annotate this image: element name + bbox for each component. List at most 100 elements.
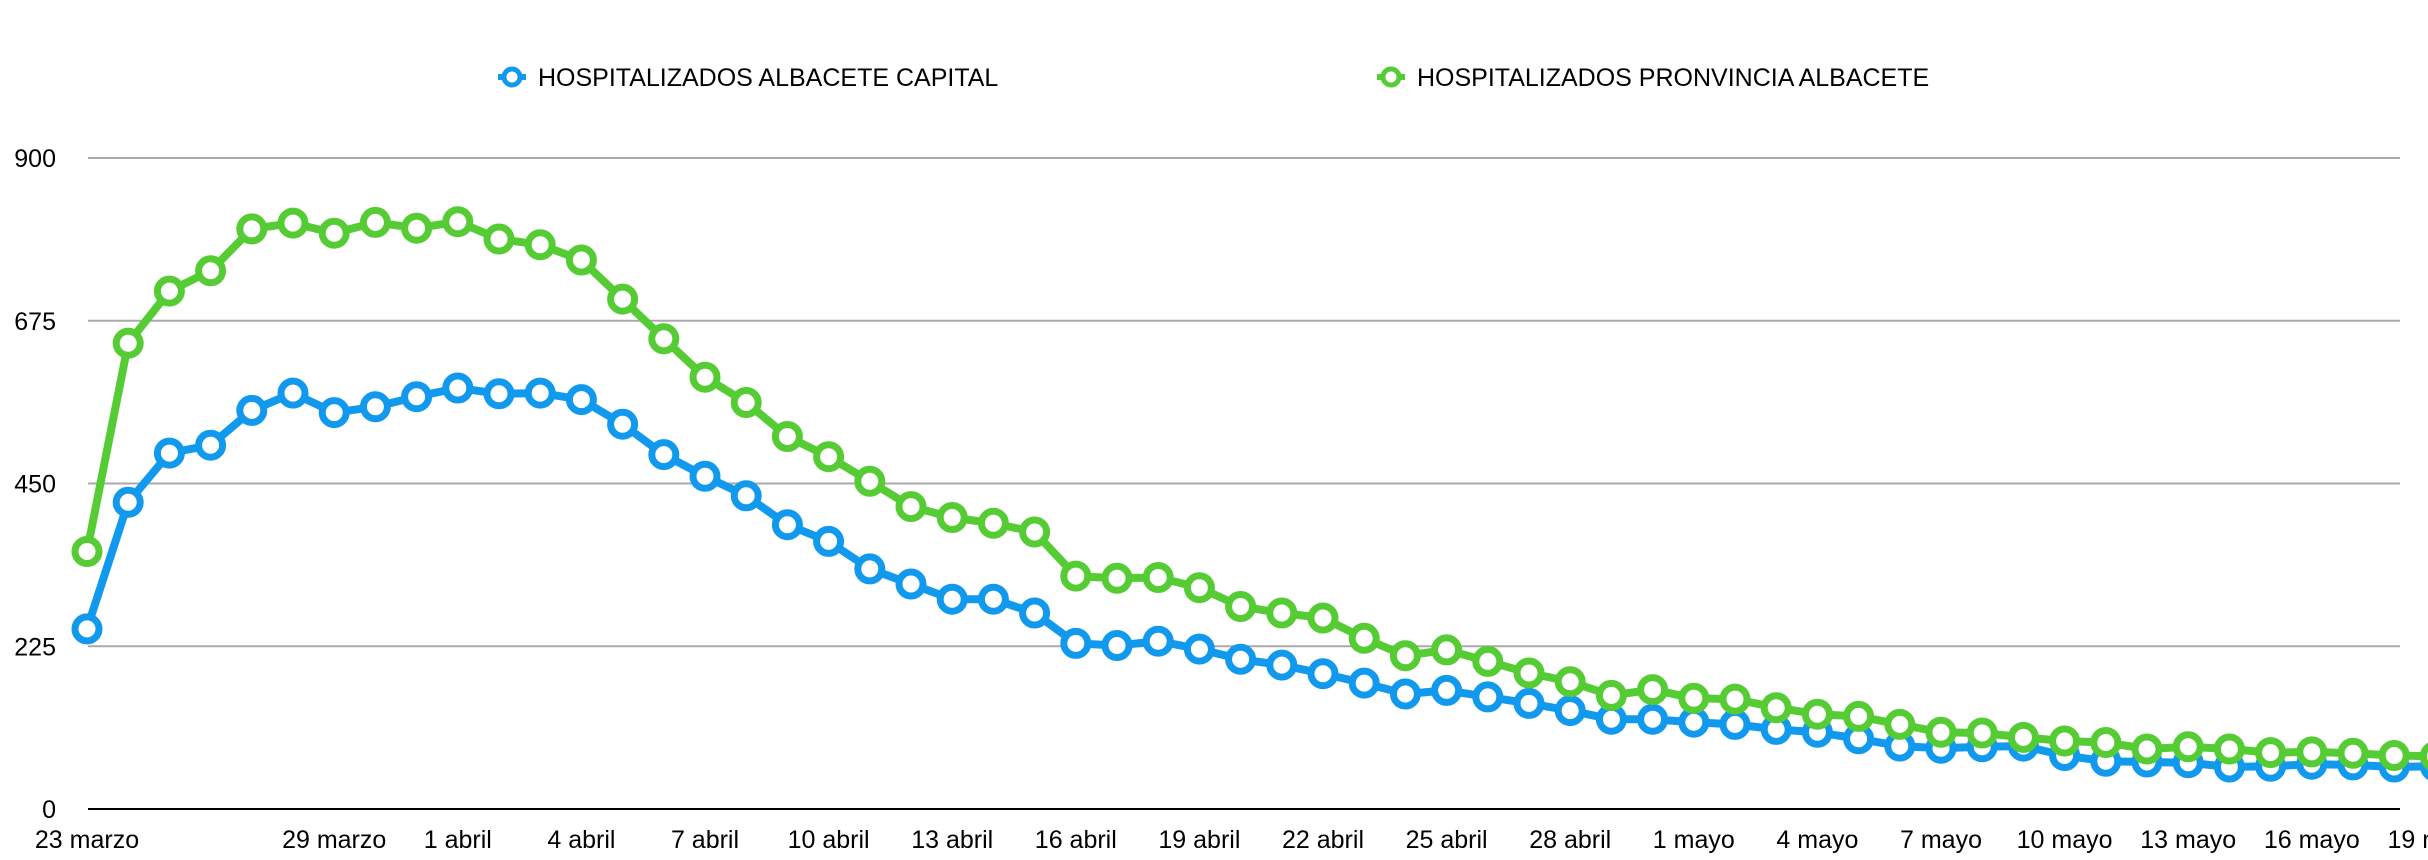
data-point[interactable] [359, 391, 391, 423]
data-point[interactable] [112, 327, 144, 359]
data-point[interactable] [2419, 742, 2428, 770]
data-point[interactable] [1884, 708, 1916, 740]
data-point[interactable] [1101, 562, 1133, 594]
legend-item-capital[interactable]: HOSPITALIZADOS ALBACETE CAPITAL [498, 64, 998, 92]
data-point[interactable] [648, 439, 680, 471]
data-point[interactable] [1719, 683, 1751, 715]
data-point[interactable] [1266, 649, 1298, 681]
y-tick-label: 675 [14, 308, 56, 336]
data-point[interactable] [2172, 731, 2204, 763]
data-point[interactable] [1225, 591, 1257, 622]
legend-item-provincia[interactable]: HOSPITALIZADOS PRONVINCIA ALBACETE [1377, 64, 1929, 92]
data-point[interactable] [1266, 597, 1298, 629]
data-point[interactable] [1513, 657, 1545, 689]
data-point[interactable] [483, 378, 515, 410]
data-point[interactable] [689, 361, 721, 393]
data-point[interactable] [1966, 717, 1998, 749]
data-point[interactable] [1142, 625, 1174, 657]
data-point[interactable] [1925, 716, 1957, 748]
data-point[interactable] [1183, 633, 1215, 665]
data-point[interactable] [236, 213, 268, 245]
data-point[interactable] [277, 377, 309, 409]
data-point[interactable] [813, 441, 845, 473]
data-point[interactable] [524, 229, 556, 261]
data-point[interactable] [2213, 733, 2245, 765]
data-point[interactable] [689, 460, 721, 492]
data-point[interactable] [2255, 737, 2287, 769]
data-point[interactable] [977, 507, 1009, 539]
data-point[interactable] [1843, 700, 1875, 732]
data-point[interactable] [195, 429, 227, 461]
data-point[interactable] [2049, 725, 2081, 757]
data-point[interactable] [236, 394, 268, 426]
data-point[interactable] [1389, 640, 1421, 672]
data-point[interactable] [2296, 736, 2328, 768]
data-point[interactable] [483, 223, 515, 255]
data-point[interactable] [1225, 643, 1257, 675]
data-point[interactable] [1637, 703, 1669, 735]
data-point[interactable] [195, 255, 227, 287]
data-point[interactable] [1513, 687, 1545, 719]
data-point[interactable] [565, 244, 597, 276]
data-point[interactable] [936, 583, 968, 615]
data-point[interactable] [401, 212, 433, 244]
data-point[interactable] [607, 408, 639, 440]
data-point[interactable] [771, 509, 803, 541]
data-point[interactable] [71, 613, 103, 645]
data-point[interactable] [730, 387, 762, 418]
data-point[interactable] [1431, 674, 1463, 706]
data-point[interactable] [895, 491, 927, 523]
data-point[interactable] [401, 381, 433, 413]
data-point[interactable] [1472, 645, 1504, 677]
data-point[interactable] [1348, 667, 1380, 699]
data-point[interactable] [1060, 627, 1092, 659]
data-point[interactable] [71, 536, 103, 567]
data-point[interactable] [2090, 727, 2122, 758]
data-point[interactable] [1307, 602, 1339, 634]
data-point[interactable] [771, 421, 803, 452]
data-point[interactable] [1472, 681, 1504, 713]
data-point[interactable] [153, 275, 185, 307]
data-point[interactable] [1595, 679, 1627, 711]
data-point[interactable] [1060, 560, 1092, 592]
data-point[interactable] [2337, 737, 2369, 769]
data-point[interactable] [524, 377, 556, 409]
data-point[interactable] [977, 583, 1009, 615]
data-point[interactable] [1760, 692, 1792, 724]
data-point[interactable] [1637, 674, 1669, 706]
data-point[interactable] [813, 525, 845, 557]
data-point[interactable] [1307, 658, 1339, 690]
data-point[interactable] [2007, 721, 2039, 753]
data-point[interactable] [1431, 634, 1463, 666]
data-point[interactable] [607, 283, 639, 315]
data-point[interactable] [318, 397, 350, 429]
data-point[interactable] [648, 323, 680, 355]
data-point[interactable] [854, 553, 886, 585]
data-point[interactable] [1554, 695, 1586, 727]
data-point[interactable] [1801, 698, 1833, 730]
data-point[interactable] [442, 206, 474, 238]
data-point[interactable] [936, 502, 968, 533]
data-point[interactable] [318, 217, 350, 249]
data-point[interactable] [895, 568, 927, 600]
data-point[interactable] [1101, 630, 1133, 661]
data-point[interactable] [1019, 516, 1051, 548]
data-point[interactable] [2378, 740, 2410, 771]
data-point[interactable] [153, 437, 185, 469]
data-point[interactable] [1719, 708, 1751, 740]
data-point[interactable] [1183, 572, 1215, 604]
data-point[interactable] [1389, 678, 1421, 710]
data-point[interactable] [730, 480, 762, 512]
data-point[interactable] [277, 207, 309, 239]
data-point[interactable] [1678, 682, 1710, 714]
data-point[interactable] [1019, 597, 1051, 629]
data-point[interactable] [442, 372, 474, 404]
data-point[interactable] [1348, 622, 1380, 654]
data-point[interactable] [565, 384, 597, 416]
data-point[interactable] [1554, 666, 1586, 698]
data-point[interactable] [1142, 562, 1174, 593]
data-point[interactable] [854, 465, 886, 497]
data-point[interactable] [359, 206, 391, 238]
data-point[interactable] [112, 486, 144, 518]
data-point[interactable] [2131, 733, 2163, 765]
